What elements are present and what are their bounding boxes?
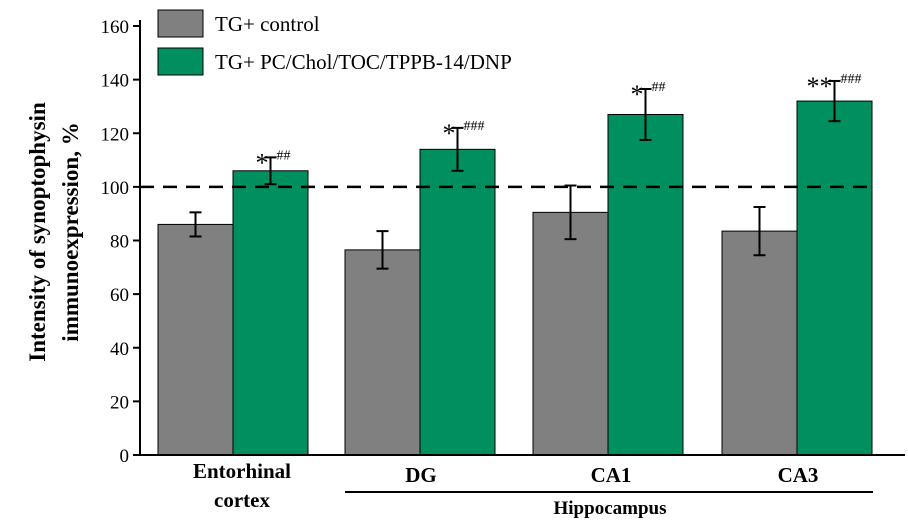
category-label-dg: DG bbox=[405, 463, 437, 487]
significance-stars: * bbox=[631, 80, 644, 109]
y-tick-label: 60 bbox=[110, 285, 129, 306]
bar-treated-1 bbox=[419, 148, 496, 456]
significance-hashes: ## bbox=[277, 148, 291, 163]
y-tick-label: 20 bbox=[110, 392, 129, 413]
significance-stars: ** bbox=[807, 72, 833, 101]
bar-treated-0 bbox=[232, 170, 309, 456]
bar-control-2 bbox=[532, 211, 609, 456]
category-label-ca1: CA1 bbox=[591, 463, 632, 487]
category-label-entorhinal: Entorhinal bbox=[193, 459, 291, 483]
bars bbox=[157, 100, 873, 456]
category-label-cortex: cortex bbox=[214, 488, 270, 512]
bar-treated-3 bbox=[796, 100, 873, 456]
y-tick-label: 120 bbox=[101, 124, 130, 145]
significance-stars: * bbox=[443, 119, 456, 148]
bar-control-3 bbox=[721, 230, 798, 456]
significance-hashes: ## bbox=[652, 80, 666, 95]
bar-treated-2 bbox=[607, 113, 684, 456]
y-tick-label: 100 bbox=[101, 178, 130, 199]
category-label-ca3: CA3 bbox=[778, 463, 819, 487]
legend-label-treated: TG+ PC/Chol/TOC/TPPB-14/DNP bbox=[215, 50, 512, 74]
significance-hashes: ### bbox=[464, 119, 485, 134]
legend-label-control: TG+ control bbox=[215, 12, 320, 36]
y-axis-ticks: 0 20 40 60 80 100 120 140 160 bbox=[101, 17, 140, 467]
y-axis-title-line2: immunoexpression, % bbox=[58, 122, 83, 341]
legend-swatch-treated bbox=[157, 47, 204, 76]
legend-swatch-control bbox=[157, 9, 204, 38]
y-tick-label: 0 bbox=[120, 446, 130, 467]
y-tick-label: 140 bbox=[101, 71, 130, 92]
significance-marks: * ## * ### * ## ** ### bbox=[256, 72, 862, 177]
group-label-hippocampus: Hippocampus bbox=[554, 498, 667, 519]
y-axis-title-line1: Intensity of synoptophysin bbox=[25, 102, 50, 362]
y-tick-label: 160 bbox=[101, 17, 130, 38]
bar-control-1 bbox=[344, 249, 421, 456]
significance-hashes: ### bbox=[841, 72, 862, 87]
significance-stars: * bbox=[256, 148, 269, 177]
y-tick-label: 80 bbox=[110, 232, 129, 253]
axes bbox=[139, 20, 905, 456]
y-tick-label: 40 bbox=[110, 339, 129, 360]
bar-control-0 bbox=[157, 223, 234, 456]
error-bars bbox=[189, 79, 841, 270]
